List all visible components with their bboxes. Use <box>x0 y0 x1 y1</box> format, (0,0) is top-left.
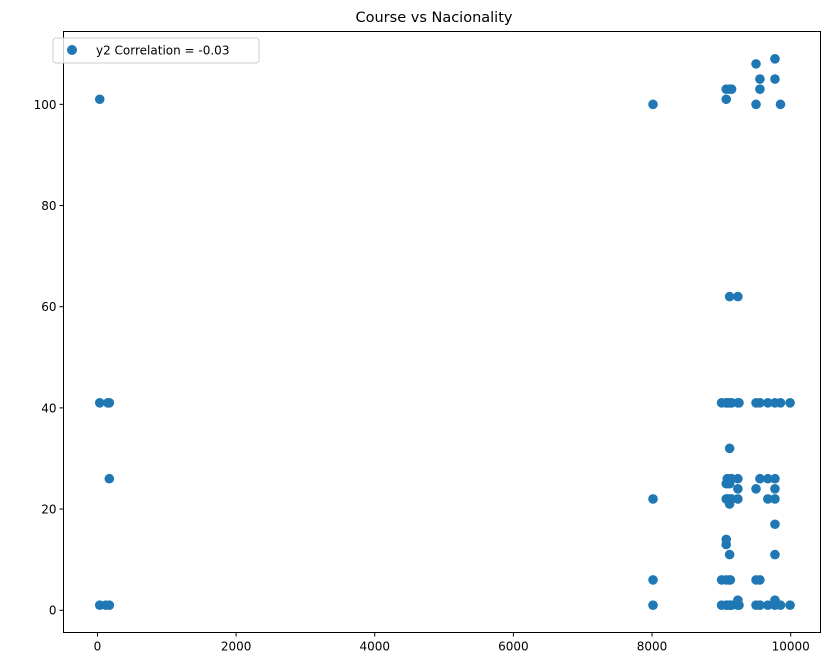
scatter-point <box>733 291 743 302</box>
scatter-point <box>721 94 732 105</box>
chart-title: Course vs Nacionality <box>356 10 513 26</box>
scatter-point <box>734 600 744 610</box>
scatter-point <box>648 575 658 585</box>
scatter-point <box>775 600 786 610</box>
scatter-point <box>733 484 743 494</box>
scatter-point <box>775 99 786 110</box>
scatter-point <box>751 99 761 110</box>
scatter-point <box>755 575 765 585</box>
scatter-point <box>770 549 780 560</box>
scatter-point <box>763 494 773 504</box>
legend: y2 Correlation = -0.03 <box>52 37 260 64</box>
y-tick-label: 40 <box>41 401 56 415</box>
scatter-point <box>724 291 735 302</box>
x-tick-label: 6000 <box>498 640 529 654</box>
y-tick-label: 60 <box>41 300 56 314</box>
scatter-point <box>770 484 780 494</box>
x-tick-label: 8000 <box>637 640 668 654</box>
scatter-point <box>724 549 735 560</box>
points-layer <box>94 54 795 610</box>
y-tick-label: 80 <box>41 199 56 213</box>
y-tick-label: 100 <box>34 98 57 112</box>
scatter-point <box>721 539 732 550</box>
scatter-point <box>755 600 765 610</box>
scatter-point <box>104 473 115 484</box>
scatter-point <box>733 473 743 484</box>
scatter-point <box>725 575 736 585</box>
scatter-point <box>751 484 761 494</box>
scatter-point <box>763 398 773 408</box>
scatter-point <box>770 519 780 530</box>
scatter-point <box>724 443 735 454</box>
scatter-point <box>726 84 737 94</box>
scatter-point <box>751 59 761 69</box>
y-axis-ticks: 0 20 40 60 80 100 <box>34 98 64 618</box>
legend-box <box>52 37 260 64</box>
x-axis-ticks: 0 2000 4000 6000 8000 10000 <box>94 632 810 654</box>
x-tick-label: 2000 <box>221 640 252 654</box>
scatter-point <box>648 600 658 610</box>
scatter-point <box>785 398 795 408</box>
scatter-point <box>734 398 744 408</box>
scatter-point <box>94 94 105 105</box>
scatter-point <box>770 74 780 84</box>
scatter-point <box>94 398 105 408</box>
scatter-point <box>103 398 113 408</box>
scatter-point <box>755 74 765 84</box>
scatter-point <box>100 600 111 610</box>
scatter-point <box>770 54 780 64</box>
x-tick-label: 0 <box>94 640 102 654</box>
scatter-point <box>763 473 773 484</box>
plot-frame <box>63 31 821 633</box>
scatter-point <box>775 398 786 408</box>
scatter-point <box>755 84 765 94</box>
scatter-point <box>733 494 743 504</box>
scatter-point <box>648 99 658 110</box>
scatter-point <box>755 398 765 408</box>
x-tick-label: 4000 <box>359 640 390 654</box>
legend-label: y2 Correlation = -0.03 <box>96 44 229 58</box>
scatter-point <box>770 494 780 504</box>
scatter-point <box>770 473 780 484</box>
y-tick-label: 0 <box>49 604 57 618</box>
scatter-point <box>763 600 773 610</box>
y-tick-label: 20 <box>41 503 56 517</box>
scatter-point <box>755 473 765 484</box>
scatter-point <box>648 494 658 504</box>
x-tick-label: 10000 <box>772 640 810 654</box>
scatter-point <box>785 600 795 610</box>
legend-marker <box>67 45 77 55</box>
